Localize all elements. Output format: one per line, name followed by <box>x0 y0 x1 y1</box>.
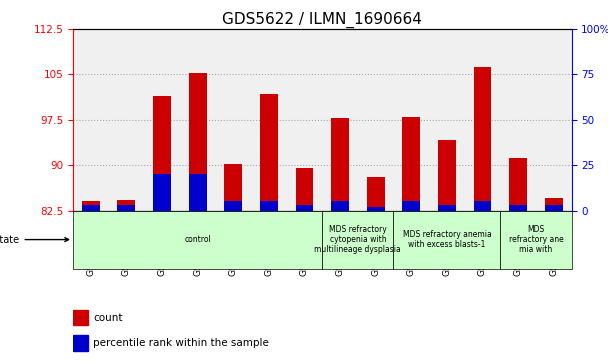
FancyBboxPatch shape <box>73 211 322 269</box>
Bar <box>153 174 171 211</box>
Text: control: control <box>184 235 211 244</box>
Bar <box>295 205 313 211</box>
Bar <box>117 205 135 211</box>
Bar <box>295 168 313 363</box>
Bar <box>153 95 171 363</box>
Bar <box>331 201 349 211</box>
Bar <box>545 205 562 211</box>
Bar <box>224 201 242 211</box>
Bar <box>331 118 349 363</box>
Bar <box>224 164 242 363</box>
Bar <box>474 67 491 363</box>
Bar <box>402 117 420 363</box>
Bar <box>509 158 527 363</box>
Text: count: count <box>93 313 122 323</box>
Bar <box>402 201 420 211</box>
Bar <box>509 205 527 211</box>
Text: disease state: disease state <box>0 234 69 245</box>
Bar <box>73 335 88 351</box>
Text: MDS refractory anemia
with excess blasts-1: MDS refractory anemia with excess blasts… <box>402 230 491 249</box>
Bar <box>188 174 207 211</box>
Text: MDS refractory
cytopenia with
multilineage dysplasia: MDS refractory cytopenia with multilinea… <box>314 225 401 254</box>
Bar <box>73 310 88 325</box>
Bar <box>474 201 491 211</box>
Bar <box>188 73 207 363</box>
Bar <box>438 140 456 363</box>
Bar <box>117 200 135 363</box>
Bar <box>82 201 100 363</box>
Text: percentile rank within the sample: percentile rank within the sample <box>93 338 269 348</box>
Title: GDS5622 / ILMN_1690664: GDS5622 / ILMN_1690664 <box>223 12 422 28</box>
FancyBboxPatch shape <box>322 211 393 269</box>
FancyBboxPatch shape <box>500 211 572 269</box>
Bar <box>260 201 278 211</box>
Bar <box>260 94 278 363</box>
Bar <box>82 205 100 211</box>
Text: MDS
refractory ane
mia with: MDS refractory ane mia with <box>508 225 563 254</box>
Bar <box>545 199 562 363</box>
Bar <box>367 207 384 211</box>
Bar <box>367 177 384 363</box>
Bar <box>438 205 456 211</box>
FancyBboxPatch shape <box>393 211 500 269</box>
